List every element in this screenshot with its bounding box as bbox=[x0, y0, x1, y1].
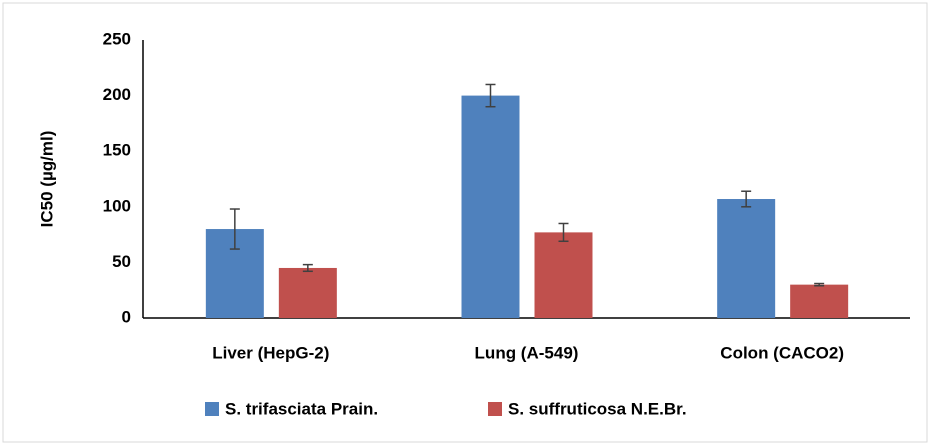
bar bbox=[717, 199, 776, 318]
bar bbox=[534, 232, 593, 318]
error-bar bbox=[741, 190, 752, 208]
bar bbox=[278, 267, 337, 318]
x-tick-label: Liver (HepG-2) bbox=[212, 343, 329, 362]
y-tick-label: 100 bbox=[103, 196, 131, 215]
y-tick-label: 0 bbox=[122, 307, 131, 326]
legend-label: S. suffruticosa N.E.Br. bbox=[508, 399, 687, 418]
x-tick-label: Colon (CACO2) bbox=[720, 343, 844, 362]
error-bar bbox=[485, 83, 496, 108]
x-tick-label: Lung (A-549) bbox=[475, 343, 579, 362]
error-bar bbox=[229, 208, 240, 250]
error-bar bbox=[814, 282, 825, 287]
y-tick-label: 200 bbox=[103, 85, 131, 104]
y-tick-label: 250 bbox=[103, 29, 131, 48]
legend-label: S. trifasciata Prain. bbox=[225, 399, 378, 418]
error-bar bbox=[302, 263, 313, 273]
y-axis-label: IC50 (µg/ml) bbox=[37, 131, 56, 228]
legend-swatch bbox=[488, 402, 502, 416]
y-tick-label: 50 bbox=[112, 252, 131, 271]
legend-swatch bbox=[205, 402, 219, 416]
bar bbox=[790, 284, 849, 318]
error-bar bbox=[558, 222, 569, 243]
y-tick-label: 150 bbox=[103, 141, 131, 160]
bar bbox=[461, 95, 520, 318]
